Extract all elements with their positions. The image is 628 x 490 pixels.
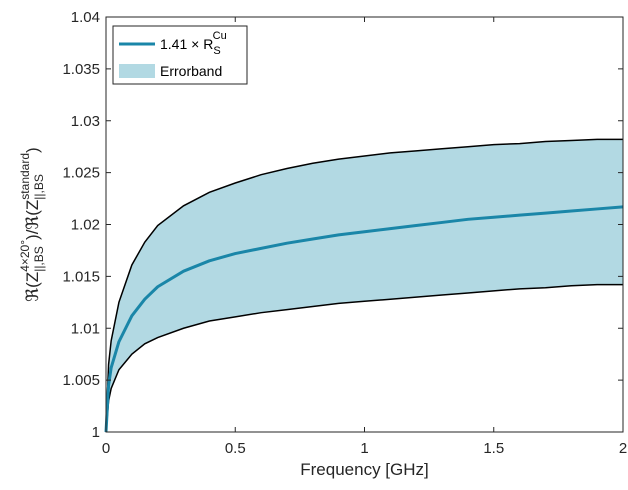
legend-line-label: 1.41 × R xyxy=(160,36,213,52)
errorband-area xyxy=(106,139,623,432)
y-tick-label: 1.03 xyxy=(71,113,100,130)
y-tick-label: 1.04 xyxy=(71,9,100,26)
x-axis-label: Frequency [GHz] xyxy=(300,460,429,479)
y-tick-label: 1 xyxy=(92,424,100,441)
y-tick-label: 1.015 xyxy=(62,268,100,285)
plot-area xyxy=(104,138,624,433)
y-axis-label-sup2: standard xyxy=(18,153,32,200)
x-tick-label: 0.5 xyxy=(225,440,246,457)
errorband-upper-edge xyxy=(105,138,623,433)
legend-line-sub: S xyxy=(213,45,220,57)
legend-line-sup: Cu xyxy=(213,30,227,42)
x-tick-label: 1.5 xyxy=(483,440,504,457)
x-tick-label: 2 xyxy=(619,440,627,457)
errorband-lower-edge xyxy=(105,283,623,433)
legend-entry-patch: Errorband xyxy=(160,63,222,79)
y-axis-label-sup1: 4×20° xyxy=(18,240,32,272)
x-tick-label: 1 xyxy=(360,440,368,457)
y-axis-label: ℜ(Z||,BS4×20°)/ℜ(Z||,BSstandard) xyxy=(18,147,46,301)
y-axis-label-mid: )/ℜ(Z xyxy=(23,200,42,240)
y-axis-label-main: ℜ(Z xyxy=(23,272,42,302)
y-axis-ticks: 1 1.005 1.01 1.015 1.02 1.025 1.03 1.035 1.04 xyxy=(62,9,623,441)
y-tick-label: 1.005 xyxy=(62,372,100,389)
y-axis-label-sub1: ||,BS xyxy=(32,246,46,272)
y-axis-label-end: ) xyxy=(23,147,42,153)
y-axis-label-sub2: ||,BS xyxy=(32,174,46,200)
legend: 1.41 × RS Cu Errorband xyxy=(112,25,248,85)
y-tick-label: 1.01 xyxy=(71,320,100,337)
legend-patch-swatch xyxy=(119,64,155,78)
x-axis-ticks: 0 0.5 1 1.5 2 xyxy=(102,17,627,457)
y-tick-label: 1.025 xyxy=(62,165,100,182)
x-tick-label: 0 xyxy=(102,440,110,457)
series-line-rs-cu xyxy=(104,205,624,433)
y-tick-label: 1.02 xyxy=(71,217,100,234)
y-tick-label: 1.035 xyxy=(62,61,100,78)
legend-entry-line: 1.41 × RS Cu xyxy=(160,30,227,57)
